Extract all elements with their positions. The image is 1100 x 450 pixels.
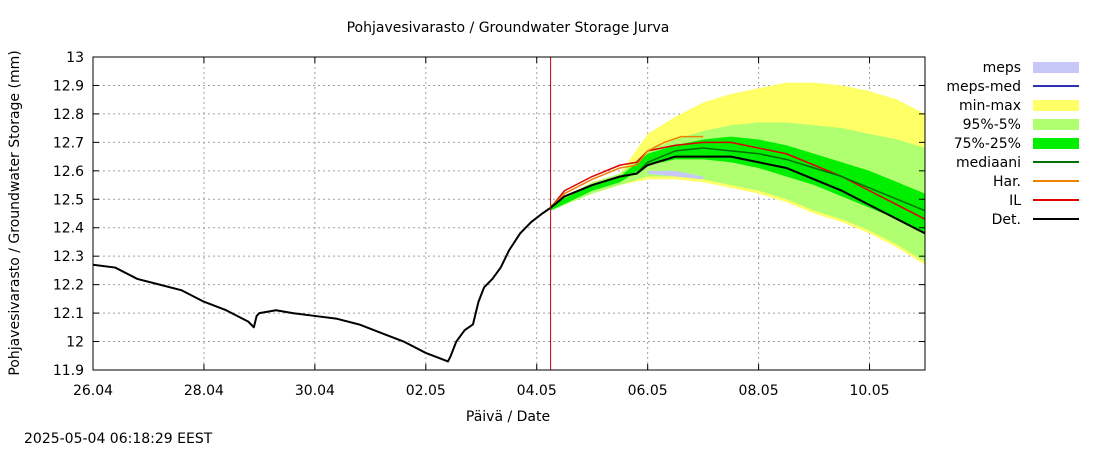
x-tick-label: 04.05 [517,383,557,399]
y-tick-label: 12.5 [53,192,84,208]
x-axis-label: Päivä / Date [466,409,550,425]
y-tick-label: 11.9 [53,363,84,379]
x-tick-label: 02.05 [406,383,446,399]
timestamp: 2025-05-04 06:18:29 EEST [24,431,213,447]
y-tick-label: 12.4 [53,221,84,237]
y-tick-label: 12.6 [53,164,84,180]
legend-label: 95%-5% [963,117,1021,133]
y-tick-label: 13 [66,50,84,66]
legend-swatch [1033,100,1079,111]
axis-ticks: 11.9 12 12.1 12.2 12.3 12.4 12.5 12.6 12.7 12.8 12… [53,50,925,399]
bands-layer [550,82,925,265]
y-axis-label: Pohjavesivarasto / Groundwater Storage (… [7,50,23,375]
series-det- [92,155,926,363]
band-meps [647,170,704,180]
legend: meps meps-med min-max 95%-5% 75%-25% mediaani… [946,60,1079,228]
legend-label: min-max [959,98,1021,114]
y-tick-label: 12.8 [53,107,84,123]
y-tick-label: 12.1 [53,306,84,322]
grid-lines [93,57,925,370]
legend-label: meps [983,60,1021,76]
series-har- [550,135,704,209]
plot-frame [92,56,926,371]
legend-swatch [1033,119,1079,130]
legend-swatch [1033,62,1079,73]
series-layer [92,135,926,363]
x-tick-label: 10.05 [849,383,889,399]
legend-label: meps-med [946,79,1021,95]
y-tick-label: 12.9 [53,78,84,94]
y-tick-label: 12.2 [53,278,84,294]
x-tick-label: 30.04 [295,383,335,399]
x-tick-label: 26.04 [73,383,113,399]
y-tick-label: 12.7 [53,135,84,151]
series-il [550,141,926,220]
chart-title: Pohjavesivarasto / Groundwater Storage J… [347,20,670,36]
legend-label: Har. [993,174,1021,190]
legend-label: mediaani [956,155,1021,171]
x-tick-label: 28.04 [184,383,224,399]
legend-label: 75%-25% [954,136,1021,152]
legend-swatch [1033,138,1079,149]
x-tick-label: 06.05 [628,383,668,399]
band-75-25- [550,136,925,234]
legend-label: IL [1009,193,1021,209]
x-tick-label: 08.05 [739,383,779,399]
y-tick-label: 12.3 [53,249,84,265]
legend-label: Det. [992,212,1021,228]
y-tick-label: 12 [66,335,84,351]
